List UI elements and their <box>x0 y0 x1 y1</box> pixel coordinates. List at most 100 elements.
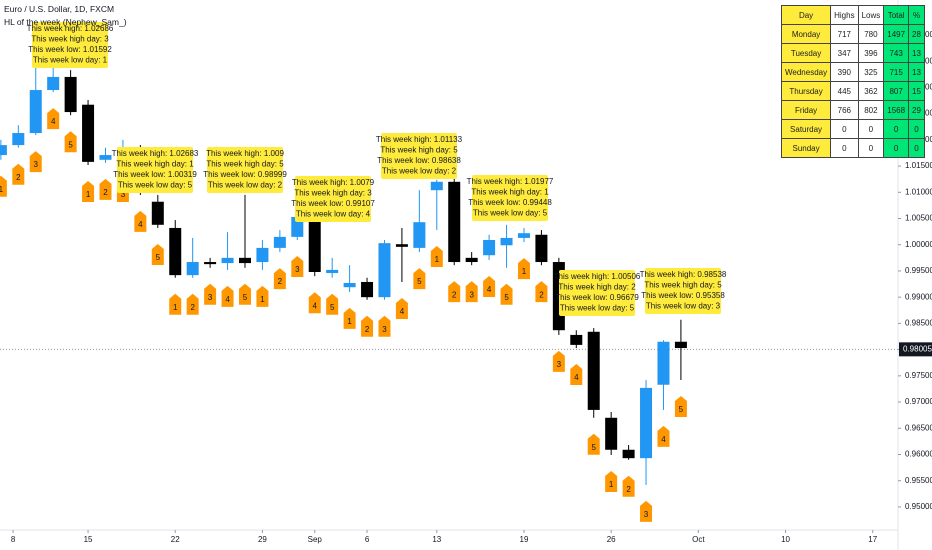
candle-body <box>12 133 25 146</box>
day-marker-label: 2 <box>16 173 21 182</box>
day-marker <box>151 243 164 265</box>
day-marker <box>186 293 199 315</box>
day-marker <box>273 268 286 290</box>
candle-body <box>169 227 182 276</box>
candle-body <box>674 341 687 349</box>
day-marker <box>552 350 565 372</box>
candle-body <box>587 331 600 410</box>
annotation-text: This week high: 1.009 <box>206 149 284 158</box>
annotation-text: This week low: 0.98999 <box>203 170 287 179</box>
day-marker <box>605 471 618 493</box>
table-cell: 0 <box>908 119 925 139</box>
annotation-box <box>559 270 635 316</box>
candle-body <box>430 181 443 191</box>
day-marker-label: 1 <box>86 190 91 199</box>
table-cell: Saturday <box>780 119 832 139</box>
day-marker-label: 5 <box>417 277 422 286</box>
day-marker-label: 2 <box>452 290 457 299</box>
day-marker-label: 1 <box>173 303 178 312</box>
table-cell: % <box>908 5 925 25</box>
candle-body <box>308 216 321 273</box>
table-header: Day Highs Lows Total% <box>780 5 925 25</box>
table-cell: 396 <box>857 43 885 63</box>
day-marker-label: 3 <box>644 510 649 519</box>
annotation-text: This week low day: 5 <box>560 304 635 313</box>
day-marker <box>570 364 583 386</box>
annotation-text: This week low: 0.96679 <box>555 293 639 302</box>
day-marker-label: 4 <box>661 435 666 444</box>
table-cell: 325 <box>857 62 885 82</box>
annotation-text: This week high: 1.02683 <box>112 149 199 158</box>
day-marker-label: 3 <box>557 360 562 369</box>
candle-body <box>622 449 635 459</box>
candle-body <box>273 236 286 248</box>
annotation-text: This week low day: 2 <box>382 167 457 176</box>
day-marker <box>465 281 478 303</box>
day-marker-label: 3 <box>208 293 213 302</box>
annotation-text: This week high: 1.01133 <box>376 135 463 144</box>
annotation-box <box>381 133 457 179</box>
y-tick-label: 0.95000 <box>905 502 932 511</box>
annotation-text: This week high day: 3 <box>294 189 372 198</box>
day-marker-label: 5 <box>330 303 335 312</box>
table-cell: 390 <box>830 62 859 82</box>
table-cell: 362 <box>857 81 885 101</box>
candle-body <box>517 233 530 238</box>
day-marker-label: 4 <box>138 220 143 229</box>
candle-body <box>657 341 670 385</box>
table-cell: Lows <box>857 5 885 25</box>
day-marker-label: 2 <box>539 290 544 299</box>
day-marker <box>535 281 548 303</box>
annotation-text: This week low: 0.99107 <box>291 199 375 208</box>
y-tick-label: 0.98500 <box>905 319 932 328</box>
day-marker <box>99 178 112 200</box>
table-cell: 717 <box>830 24 859 44</box>
day-marker <box>657 425 670 447</box>
annotation-text: This week low: 1.01592 <box>28 45 112 54</box>
annotation-box <box>472 175 548 221</box>
day-marker <box>517 258 530 280</box>
annotation-text: This week low: 0.99448 <box>468 198 552 207</box>
x-tick-label: 13 <box>432 535 441 544</box>
day-marker <box>256 285 269 307</box>
y-tick-label: 1.01000 <box>905 187 932 196</box>
table-row: Saturday 0 0 0 0 <box>780 119 925 139</box>
day-marker-label: 1 <box>347 317 352 326</box>
table-cell: 0 <box>883 138 910 158</box>
day-marker <box>448 281 461 303</box>
table-cell: 0 <box>830 119 859 139</box>
x-tick-label: 6 <box>365 535 370 544</box>
day-marker <box>361 315 374 337</box>
day-marker-label: 2 <box>103 188 108 197</box>
table-cell: 0 <box>883 119 910 139</box>
day-marker <box>587 433 600 455</box>
annotation-box <box>207 147 283 193</box>
day-marker-label: 4 <box>400 307 405 316</box>
day-marker <box>169 293 182 315</box>
annotation-text: This week high day: 3 <box>31 35 109 44</box>
day-marker <box>343 307 356 329</box>
day-marker-label: 5 <box>679 405 684 414</box>
x-tick-label: 22 <box>171 535 180 544</box>
candle-body <box>413 222 426 248</box>
day-marker <box>326 293 339 315</box>
day-marker-label: 3 <box>121 190 126 199</box>
table-cell: 28 <box>908 24 925 44</box>
table-cell: 715 <box>883 62 910 82</box>
day-marker <box>395 297 408 319</box>
day-marker-label: 5 <box>156 253 161 262</box>
candle-body <box>256 247 269 263</box>
day-marker-label: 2 <box>365 325 370 334</box>
day-marker-label: 3 <box>469 290 474 299</box>
table-row: Monday 717 780 1497 28 <box>780 24 925 44</box>
candle-body <box>605 417 618 450</box>
table-row: Sunday 0 0 0 0 <box>780 138 925 158</box>
candle-body <box>82 104 95 162</box>
day-marker-label: 2 <box>190 303 195 312</box>
candle-body <box>395 244 408 247</box>
day-marker <box>221 285 234 307</box>
table-cell: 802 <box>857 100 885 120</box>
last-price-label: 0.98005 <box>903 344 932 353</box>
annotation-text: This week low day: 4 <box>296 210 371 219</box>
day-marker <box>483 275 496 297</box>
